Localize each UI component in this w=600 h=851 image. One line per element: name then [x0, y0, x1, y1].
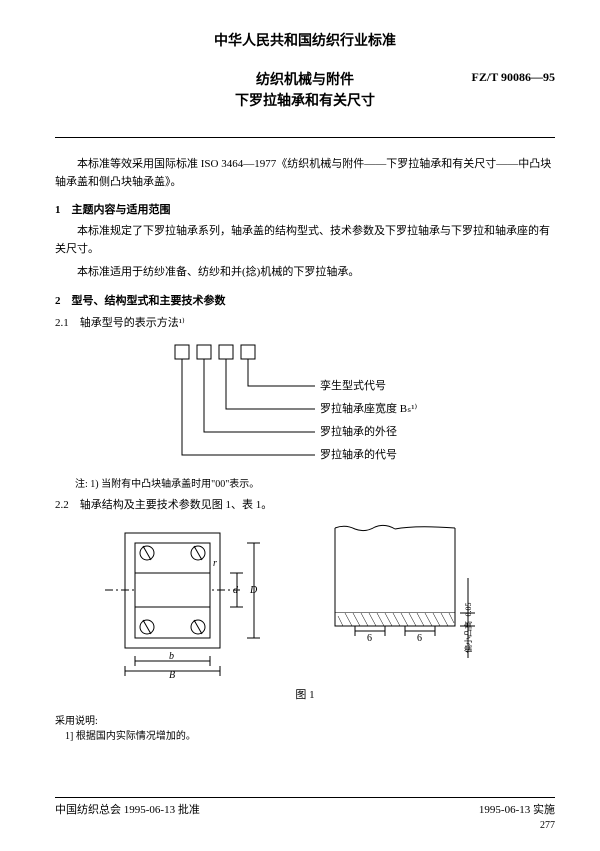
s1-p2: 本标准适用于纺纱准备、纺纱和并(捻)机械的下罗拉轴承。 [55, 264, 555, 282]
label-4: 罗拉轴承的代号 [320, 447, 397, 461]
dim-r: r [213, 558, 217, 569]
section-2-heading: 2 型号、结构型式和主要技术参数 [55, 292, 555, 308]
page-footer: 中国纺织总会 1995-06-13 批准 1995-06-13 实施 277 [55, 797, 555, 831]
main-title-2: 下罗拉轴承和有关尺寸 [55, 91, 555, 112]
dim-B-cap: B [169, 670, 175, 678]
figure-1: b B d D r 6 6 偏小凸高−0.05 [55, 518, 555, 678]
designation-diagram: 孪生型式代号 罗拉轴承座宽度 Bₛ¹⁾ 罗拉轴承的外径 罗拉轴承的代号 [55, 340, 555, 470]
label-3: 罗拉轴承的外径 [320, 424, 397, 438]
adopt-note: 采用说明: 1] 根据国内实际情况增加的。 [55, 712, 555, 742]
adopt-heading: 采用说明: [55, 712, 555, 727]
intro-para: 本标准等效采用国际标准 ISO 3464—1977《纺织机械与附件——下罗拉轴承… [55, 156, 555, 191]
page-number: 277 [55, 820, 555, 831]
dim-b: b [169, 651, 174, 662]
dim-D-cap: D [249, 585, 258, 596]
subsection-2-2: 2.2 轴承结构及主要技术参数见图 1、表 1。 [55, 496, 555, 512]
dim-6b: 6 [417, 633, 422, 644]
note-2-1: 注: 1) 当附有中凸块轴承盖时用"00"表示。 [75, 475, 555, 490]
label-2: 罗拉轴承座宽度 Bₛ¹⁾ [320, 401, 417, 415]
standard-code: FZ/T 90086—95 [472, 70, 555, 85]
figure-caption: 图 1 [55, 686, 555, 702]
dim-tol: 偏小凸高−0.05 [463, 602, 473, 653]
footer-right: 1995-06-13 实施 [479, 801, 555, 817]
dim-6a: 6 [367, 633, 372, 644]
s1-p1: 本标准规定了下罗拉轴承系列，轴承盖的结构型式、技术参数及下罗拉轴承与下罗拉和轴承… [55, 223, 555, 258]
org-title: 中华人民共和国纺织行业标准 [55, 30, 555, 50]
footer-left: 中国纺织总会 1995-06-13 批准 [55, 801, 200, 817]
adopt-item: 1] 根据国内实际情况增加的。 [55, 727, 555, 742]
divider [55, 137, 555, 138]
subsection-2-1: 2.1 轴承型号的表示方法¹⁾ [55, 314, 555, 330]
section-1-heading: 1 主题内容与适用范围 [55, 201, 555, 217]
title-block: 纺织机械与附件 下罗拉轴承和有关尺寸 FZ/T 90086—95 [55, 70, 555, 112]
label-1: 孪生型式代号 [320, 378, 386, 392]
